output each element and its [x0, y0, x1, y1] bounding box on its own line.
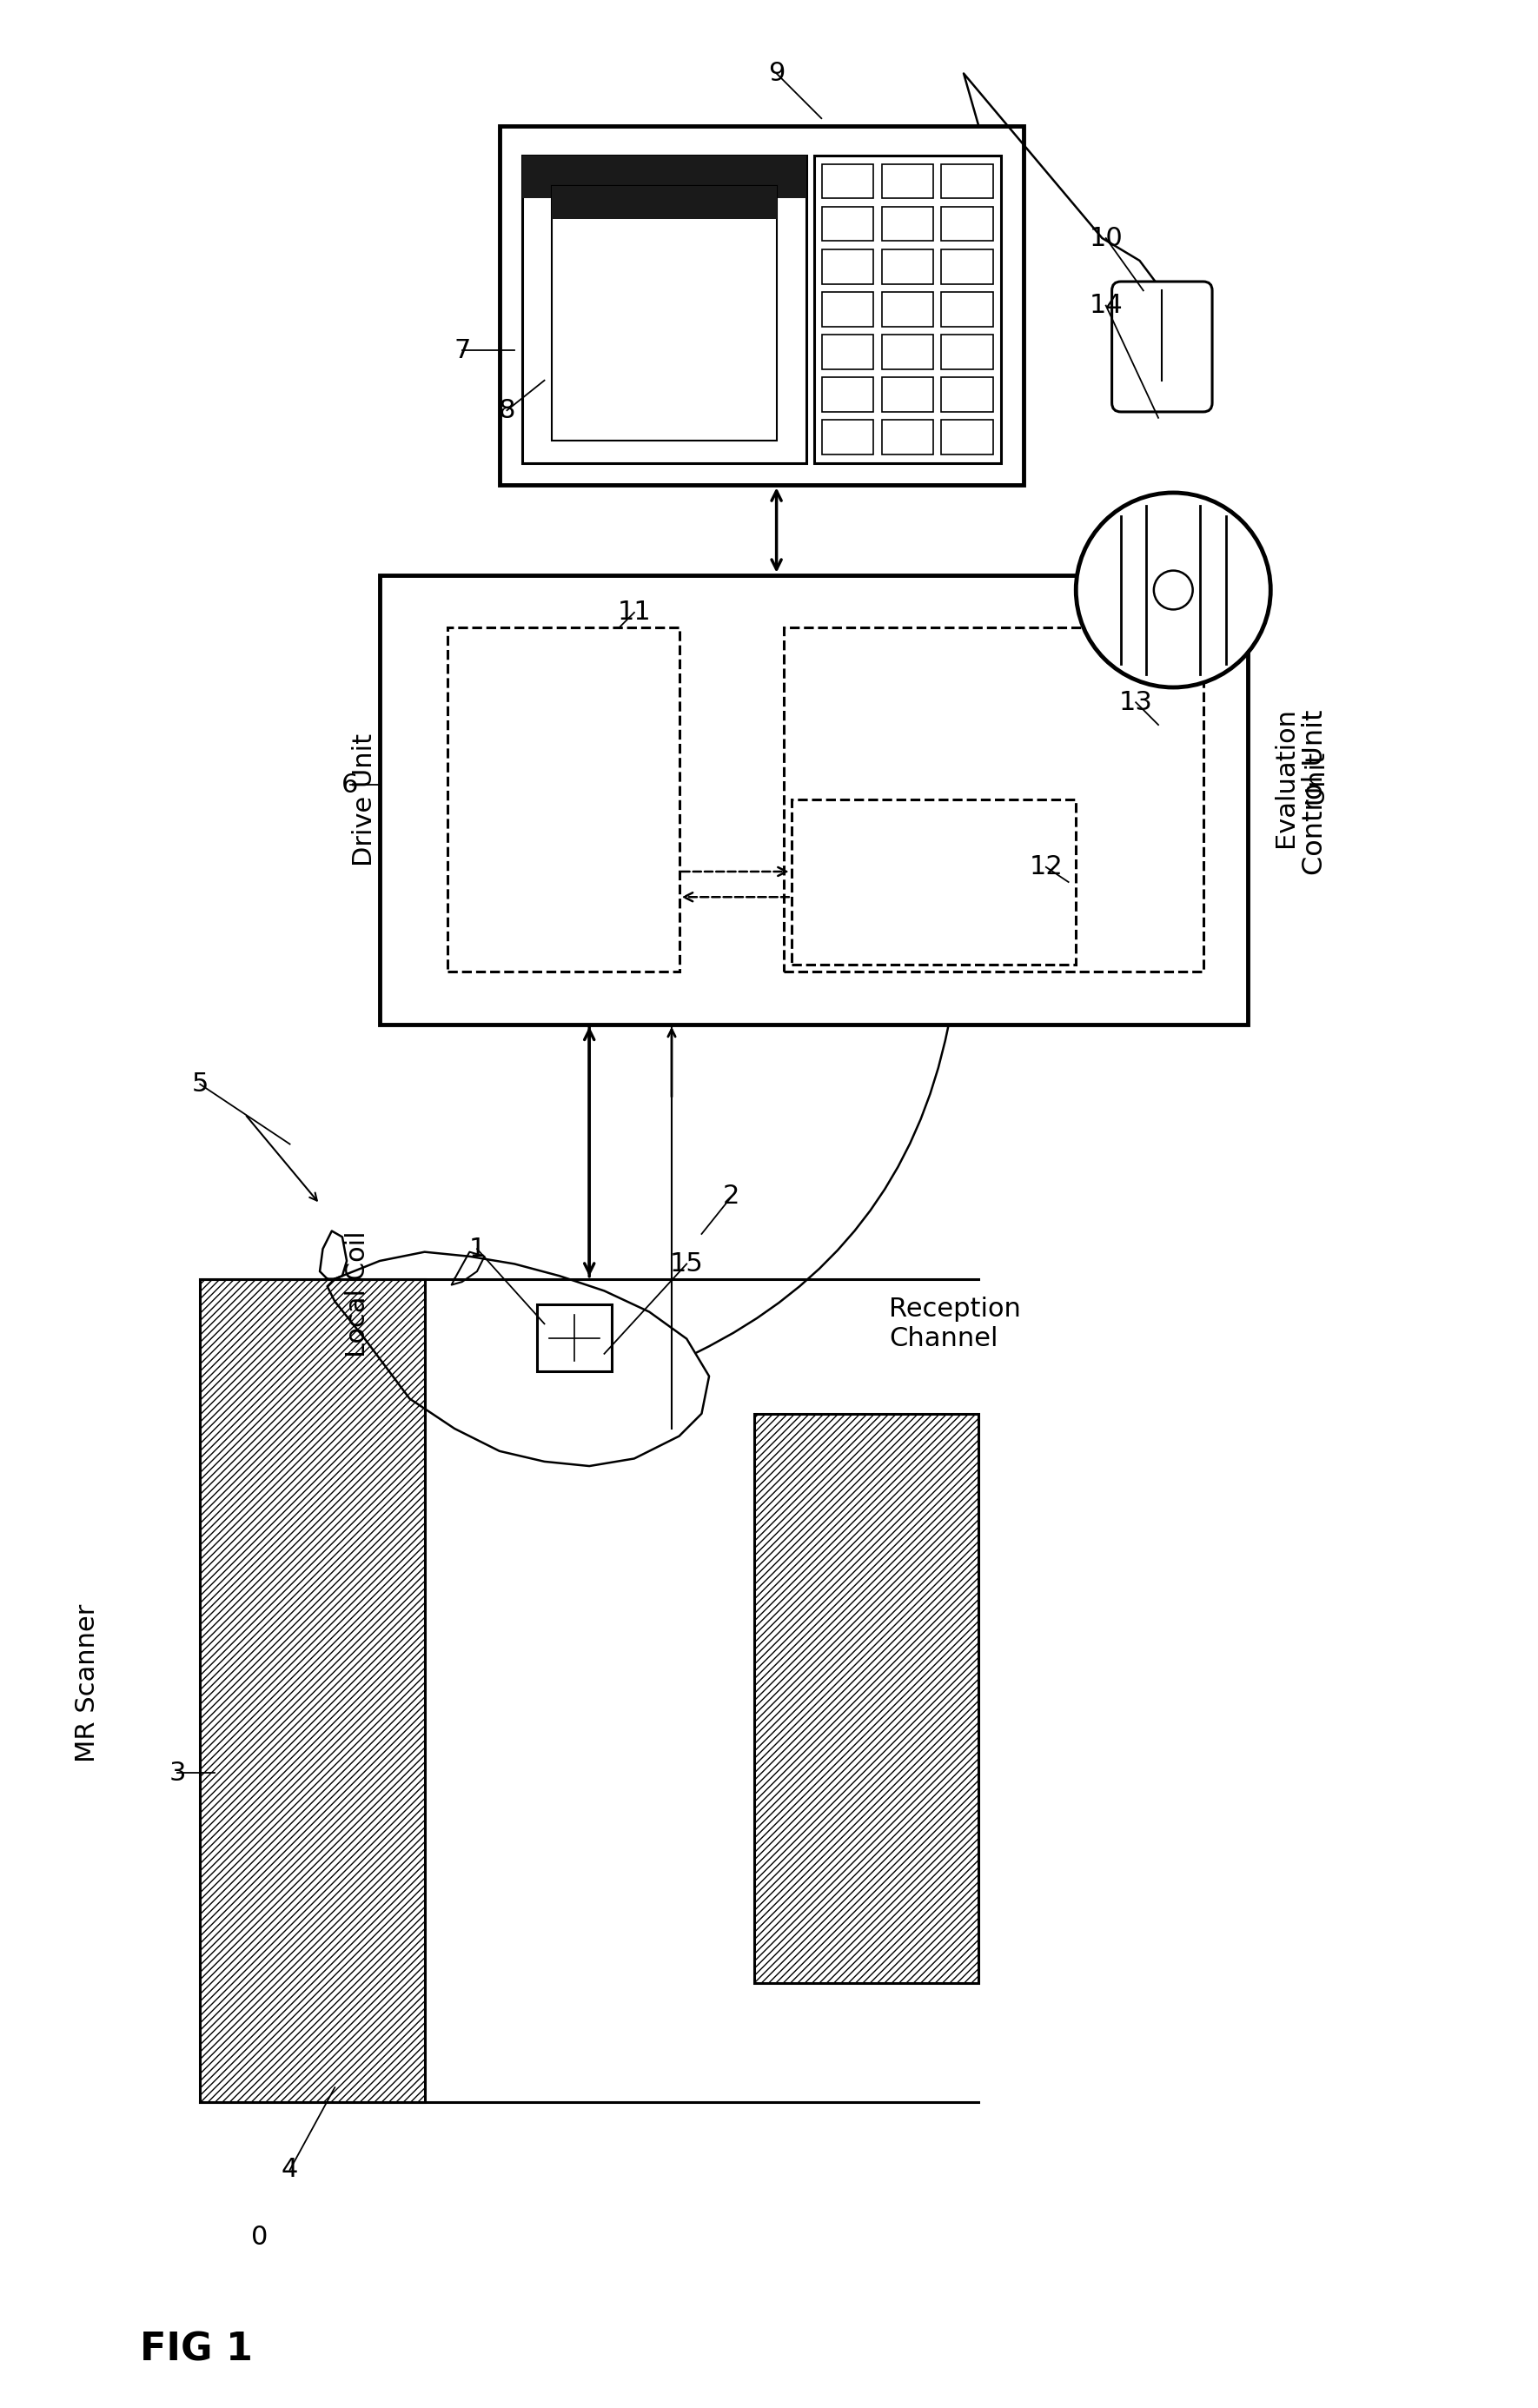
Text: 6: 6 — [341, 773, 358, 797]
Bar — [500, 125, 1024, 486]
Bar — [380, 576, 1249, 1023]
Text: Local Coil: Local Coil — [345, 1230, 369, 1358]
Bar — [448, 628, 680, 973]
Text: 11: 11 — [617, 600, 651, 626]
Text: 7: 7 — [454, 337, 471, 364]
Bar — [941, 250, 994, 284]
Bar — [881, 378, 934, 412]
Bar — [537, 1305, 612, 1373]
Bar — [784, 628, 1203, 973]
Bar — [881, 250, 934, 284]
Text: 10: 10 — [1089, 226, 1123, 250]
Bar — [823, 291, 874, 327]
Bar — [521, 157, 806, 197]
Bar — [823, 335, 874, 368]
Bar — [792, 799, 1077, 966]
Text: Evaluation
Unit: Evaluation Unit — [1273, 708, 1327, 848]
Circle shape — [1154, 571, 1193, 609]
Bar — [814, 157, 1001, 462]
Bar — [941, 335, 994, 368]
Text: 3: 3 — [169, 1760, 186, 1787]
Bar — [823, 250, 874, 284]
Bar — [941, 291, 994, 327]
Bar — [200, 1279, 424, 2102]
Text: 8: 8 — [498, 397, 515, 424]
Bar — [941, 378, 994, 412]
Bar — [881, 419, 934, 455]
Bar — [941, 419, 994, 455]
Bar — [941, 164, 994, 197]
Bar — [823, 207, 874, 241]
Bar — [823, 378, 874, 412]
Bar — [881, 291, 934, 327]
Text: 15: 15 — [671, 1252, 703, 1276]
Text: 13: 13 — [1120, 689, 1154, 715]
Text: Control Unit: Control Unit — [1303, 710, 1329, 874]
Text: 1: 1 — [469, 1235, 486, 1262]
Bar — [881, 335, 934, 368]
Bar — [754, 1413, 978, 1982]
Bar — [881, 207, 934, 241]
Text: 2: 2 — [723, 1185, 740, 1209]
Text: MR Scanner: MR Scanner — [75, 1604, 100, 1763]
Circle shape — [1077, 494, 1270, 686]
Bar — [521, 157, 806, 462]
FancyBboxPatch shape — [1112, 282, 1212, 412]
Text: 0: 0 — [252, 2225, 268, 2249]
Bar — [552, 185, 777, 441]
Text: 12: 12 — [1029, 855, 1063, 879]
Bar — [823, 419, 874, 455]
Text: 14: 14 — [1089, 294, 1123, 318]
Text: Reception
Channel: Reception Channel — [889, 1296, 1021, 1351]
Bar — [823, 164, 874, 197]
Text: 5: 5 — [192, 1072, 209, 1096]
Text: FIG 1: FIG 1 — [140, 2331, 254, 2367]
Bar — [881, 164, 934, 197]
Text: 9: 9 — [767, 60, 784, 87]
Text: 4: 4 — [281, 2158, 298, 2182]
Bar — [941, 207, 994, 241]
Text: Drive Unit: Drive Unit — [352, 732, 377, 867]
Bar — [552, 185, 777, 219]
